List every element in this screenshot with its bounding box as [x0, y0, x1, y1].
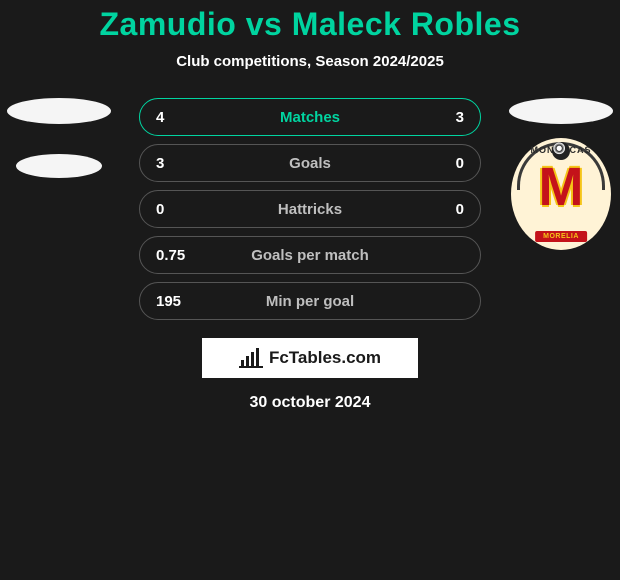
stat-label: Matches [200, 109, 420, 126]
stat-value-left: 3 [156, 155, 200, 172]
stat-label: Hattricks [200, 201, 420, 218]
club-crest-monarcas: MONARCAS M MORELIA [511, 138, 611, 250]
stat-row: 0.75Goals per match [139, 236, 481, 274]
right-player-graphic: MONARCAS M MORELIA [506, 98, 616, 250]
stat-rows: 4Matches33Goals00Hattricks00.75Goals per… [139, 98, 481, 320]
stat-value-right: 3 [420, 109, 464, 126]
stat-value-left: 0.75 [156, 247, 200, 264]
ellipse-icon [509, 98, 613, 124]
fctables-logo: FcTables.com [202, 338, 418, 378]
stat-value-right: 0 [420, 201, 464, 218]
stat-row: 195Min per goal [139, 282, 481, 320]
stat-value-left: 195 [156, 293, 200, 310]
left-player-graphic [4, 98, 114, 178]
bar-chart-icon [239, 348, 263, 368]
stat-row: 3Goals0 [139, 144, 481, 182]
stat-label: Goals [200, 155, 420, 172]
stat-label: Min per goal [200, 293, 420, 310]
stat-label: Goals per match [200, 247, 420, 264]
stat-value-left: 0 [156, 201, 200, 218]
page-title: Zamudio vs Maleck Robles [0, 0, 620, 43]
stat-value-right: 0 [420, 155, 464, 172]
stat-value-left: 4 [156, 109, 200, 126]
stat-row: 0Hattricks0 [139, 190, 481, 228]
comparison-content: MONARCAS M MORELIA 4Matches33Goals00Hatt… [0, 98, 620, 320]
crest-letter: M [539, 160, 584, 214]
stat-row: 4Matches3 [139, 98, 481, 136]
ellipse-icon [7, 98, 111, 124]
crest-banner: MORELIA [535, 231, 587, 242]
subtitle: Club competitions, Season 2024/2025 [0, 53, 620, 70]
date-text: 30 october 2024 [0, 394, 620, 412]
ellipse-icon [16, 154, 102, 178]
footer-logo-text: FcTables.com [269, 348, 381, 368]
